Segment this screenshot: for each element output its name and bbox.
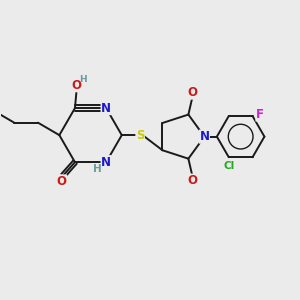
Text: O: O	[71, 79, 81, 92]
Text: N: N	[200, 130, 209, 143]
Text: O: O	[57, 175, 67, 188]
Text: H: H	[79, 75, 87, 84]
Text: O: O	[188, 86, 197, 99]
Text: N: N	[101, 102, 111, 115]
Text: O: O	[188, 174, 197, 187]
Text: S: S	[136, 129, 144, 142]
Text: N: N	[101, 156, 111, 169]
Text: H: H	[93, 164, 102, 174]
Text: F: F	[256, 108, 264, 121]
Text: Cl: Cl	[223, 160, 234, 170]
